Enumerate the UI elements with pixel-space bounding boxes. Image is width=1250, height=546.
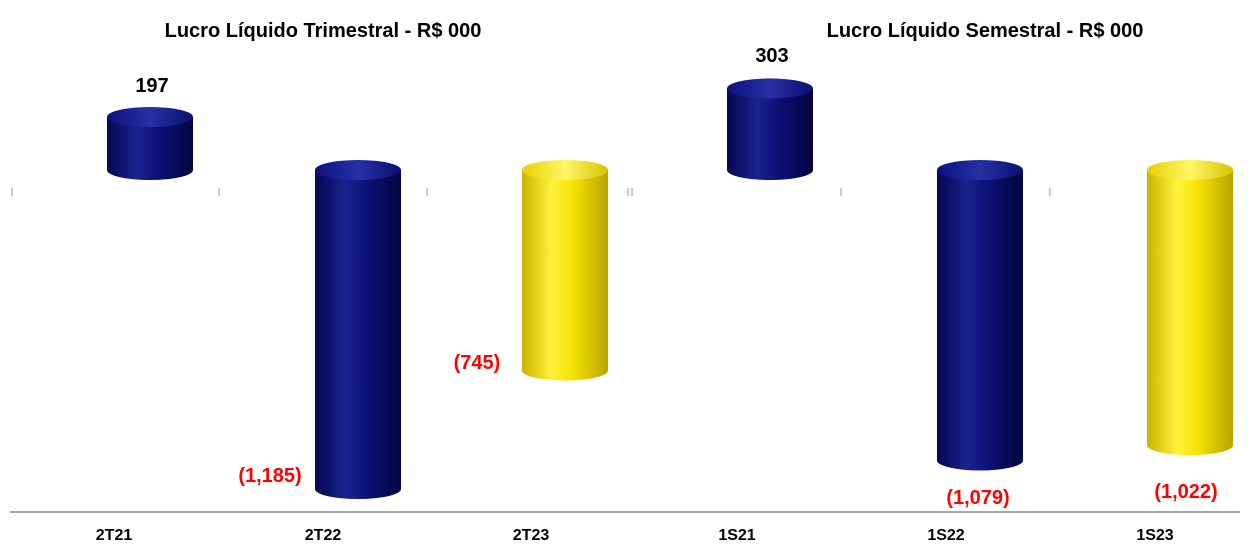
data-label-2t23: (745) bbox=[454, 352, 501, 374]
bar-body-2t22 bbox=[315, 170, 401, 500]
category-label-1s22: 1S22 bbox=[927, 527, 964, 544]
data-label-1s23: (1,022) bbox=[1154, 481, 1217, 503]
bar-2t21 bbox=[107, 106, 193, 180]
bar-1s23 bbox=[1147, 160, 1233, 456]
bar-top-1s22 bbox=[937, 160, 1023, 180]
bar-body-1s23 bbox=[1147, 170, 1233, 456]
bar-top-1s21 bbox=[727, 78, 813, 99]
bar-1s22 bbox=[937, 160, 1023, 471]
category-label-1s23: 1S23 bbox=[1136, 527, 1173, 544]
category-label-2t21: 2T21 bbox=[96, 527, 133, 544]
bar-1s21 bbox=[727, 78, 813, 180]
data-label-2t22: (1,185) bbox=[238, 465, 301, 487]
bar-body-2t21 bbox=[107, 116, 193, 180]
bar-top-2t21 bbox=[107, 106, 193, 127]
bar-top-2t23 bbox=[522, 160, 608, 180]
chart-title-trimestral: Lucro Líquido Trimestral - R$ 000 bbox=[165, 20, 482, 42]
data-label-1s22: (1,079) bbox=[946, 487, 1009, 509]
category-label-2t22: 2T22 bbox=[305, 527, 342, 544]
bar-body-2t23 bbox=[522, 170, 608, 381]
data-label-1s21: 303 bbox=[755, 45, 788, 67]
bar-body-1s21 bbox=[727, 88, 813, 180]
chart-title-semestral: Lucro Líquido Semestral - R$ 000 bbox=[827, 20, 1144, 42]
bars-layer bbox=[107, 78, 1233, 500]
bar-2t22 bbox=[315, 160, 401, 500]
category-label-2t23: 2T23 bbox=[513, 527, 550, 544]
bar-body-1s22 bbox=[937, 170, 1023, 471]
bar-top-1s23 bbox=[1147, 160, 1233, 180]
bar-top-2t22 bbox=[315, 160, 401, 180]
bar-2t23 bbox=[522, 160, 608, 381]
zero-line-ticks bbox=[11, 188, 1051, 196]
category-label-1s21: 1S21 bbox=[718, 527, 755, 544]
data-label-2t21: 197 bbox=[135, 75, 168, 97]
